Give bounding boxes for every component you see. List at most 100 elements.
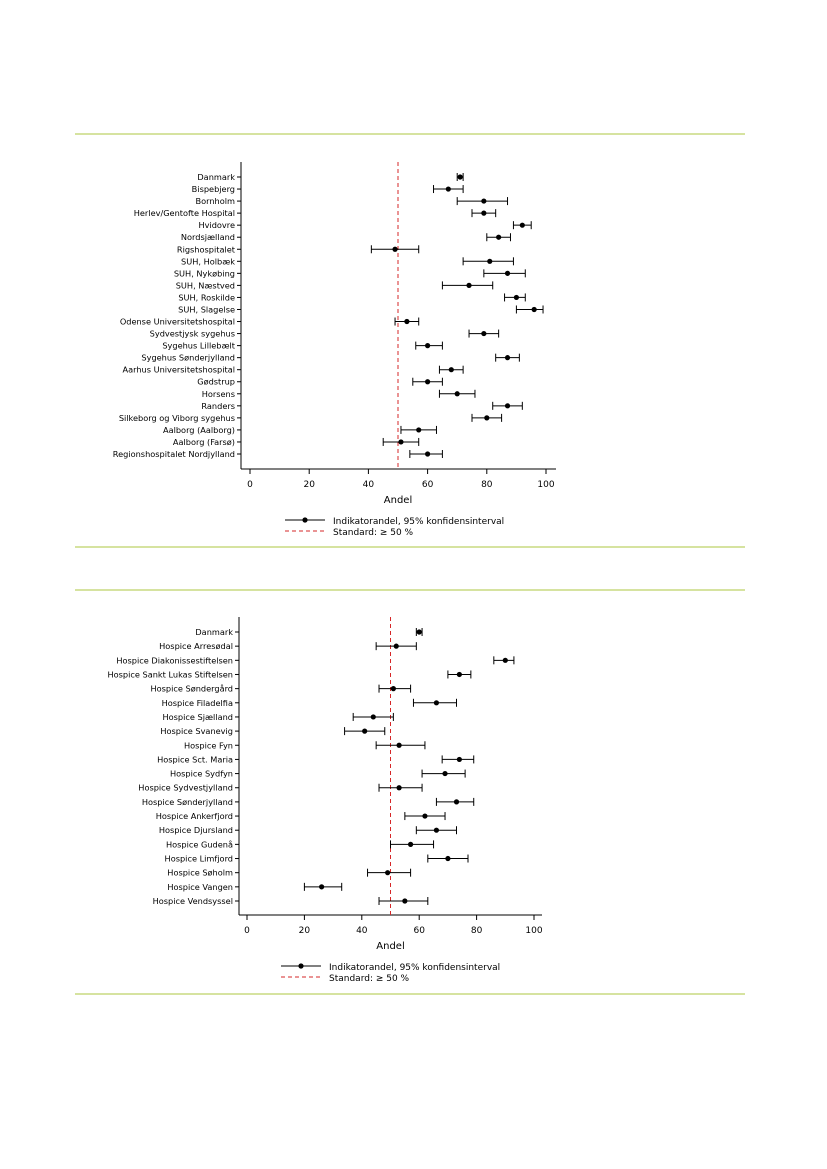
top-rule [75,133,745,135]
x-tick-label: 40 [356,926,368,936]
point-estimate [466,282,472,288]
point-estimate [425,379,431,385]
row-label: Bornholm [196,196,236,206]
row-label: Sygehus Sønderjylland [141,353,235,363]
row-label: Odense Universitetshospital [120,317,235,327]
row-label: SUH, Slagelse [178,304,235,314]
row-label: SUH, Næstved [176,280,235,290]
point-estimate [456,671,462,678]
point-estimate [407,841,414,847]
row-label: Aalborg (Aalborg) [163,425,235,435]
legend-standard-label: Standard: ≥ 50 % [333,528,414,538]
row-label: Hospice Arresødal [159,641,233,651]
point-estimate [513,294,520,301]
section-rule-2 [75,589,745,591]
legend-series-label: Indikatorandel, 95% konfidensinterval [329,963,500,973]
x-axis-label: Andel [376,941,404,952]
point-estimate [481,198,487,204]
point-estimate [396,785,402,791]
x-tick-label: 100 [525,926,542,936]
row-label: Nordsjælland [181,232,235,242]
point-estimate [396,742,402,748]
point-estimate [385,870,391,876]
point-estimate [433,827,440,833]
point-estimate [404,318,410,325]
row-label: Hospice Sønderjylland [142,797,233,807]
point-estimate [504,355,511,361]
row-label: Hvidovre [198,220,235,230]
row-label: Hospice Svanevig [160,726,233,736]
row-label: Bispebjerg [192,184,235,194]
legend-standard-label: Standard: ≥ 50 % [329,974,410,984]
point-estimate [370,714,376,720]
point-estimate [453,799,460,805]
point-estimate [445,855,451,862]
point-estimate [481,210,487,216]
row-label: Hospice Søholm [167,868,233,878]
row-label: Danmark [197,172,235,182]
point-estimate [504,270,511,276]
point-estimate [416,629,422,635]
point-estimate [481,330,487,337]
point-estimate [422,813,428,819]
row-label: Sygehus Lillebælt [162,341,235,351]
point-estimate [398,439,404,445]
row-label: Sydvestjysk sygehus [150,329,235,339]
row-label: Hospice Sydfyn [170,769,233,779]
x-tick-label: 20 [299,926,311,936]
x-tick-label: 20 [303,480,315,490]
legend-series-marker [302,517,308,523]
point-estimate [496,234,502,240]
point-estimate [425,451,431,457]
x-tick-label: 60 [422,480,434,490]
point-estimate [425,343,431,349]
x-tick-label: 80 [471,926,483,936]
x-tick-label: 100 [537,480,554,490]
bottom-rule [75,993,745,995]
point-estimate [433,700,440,706]
point-estimate [531,306,537,313]
legend-series-marker [298,963,304,969]
row-label: SUH, Roskilde [178,292,235,302]
row-label: Hospice Fyn [184,740,233,750]
row-label: Hospice Sydvestjylland [138,783,233,793]
row-label: Randers [201,401,235,411]
row-label: Regionshospitalet Nordjylland [113,449,235,459]
x-axis-label: Andel [384,495,412,506]
point-estimate [504,403,511,409]
point-estimate [319,884,325,890]
row-label: Hospice Ankerfjord [156,811,233,821]
row-label: SUH, Nykøbing [174,268,235,278]
row-label: Hospice Diakonissestiftelsen [116,655,233,665]
row-label: Herlev/Gentofte Hospital [134,208,235,218]
point-estimate [445,186,451,192]
point-estimate [448,367,454,373]
x-tick-label: 0 [244,926,250,936]
row-label: Hospice Limfjord [165,854,233,864]
point-estimate [393,643,399,649]
row-label: Horsens [202,389,235,399]
point-estimate [416,427,422,433]
point-estimate [442,770,448,777]
row-label: Gødstrup [197,377,235,387]
row-label: Aarhus Universitetshospital [123,365,236,375]
row-label: Hospice Sankt Lukas Stiftelsen [107,669,233,679]
point-estimate [390,686,396,692]
point-estimate [402,898,408,904]
x-tick-label: 60 [413,926,425,936]
point-estimate [454,391,460,397]
point-estimate [456,756,462,763]
row-label: Hospice Vendsyssel [153,896,233,906]
point-estimate [487,258,493,264]
row-label: Hospice Vangen [167,882,233,892]
point-estimate [362,728,368,734]
point-estimate [457,174,463,180]
row-label: Aalborg (Farsø) [173,437,235,447]
x-tick-label: 40 [363,480,375,490]
row-label: Rigshospitalet [177,244,236,254]
row-label: Hospice Filadelfia [162,698,233,708]
row-label: Danmark [195,627,233,637]
section-rule-1 [75,546,745,548]
